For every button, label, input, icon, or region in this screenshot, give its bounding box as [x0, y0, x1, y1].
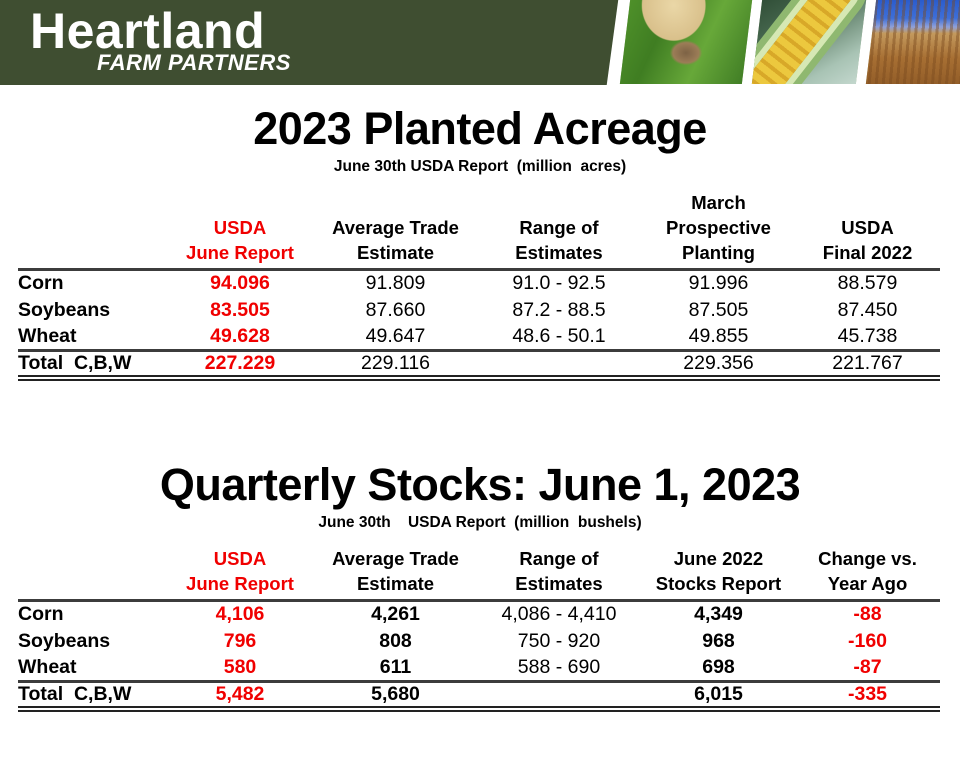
cell-range — [476, 350, 642, 381]
cell-usda-june: 49.628 — [165, 323, 315, 352]
table-row-soybeans: Soybeans 796 808 750 - 920 968 -160 — [18, 628, 940, 655]
col-header-march-prospective: March Prospective Planting — [642, 190, 795, 271]
acreage-section: 2023 Planted Acreage June 30th USDA Repo… — [0, 102, 960, 381]
blank-header — [18, 546, 165, 602]
table-row-corn: Corn 94.096 91.809 91.0 - 92.5 91.996 88… — [18, 270, 940, 297]
row-label: Total C,B,W — [18, 350, 165, 381]
cell-usda-june: 580 — [165, 654, 315, 683]
row-label: Wheat — [18, 323, 165, 352]
cell-avg-trade: 87.660 — [365, 298, 426, 321]
cell-june2022-stocks: 698 — [642, 654, 795, 683]
row-label: Corn — [18, 272, 64, 295]
cell-range: 87.2 - 88.5 — [512, 298, 606, 321]
acreage-table: USDA June Report Average Trade Estimate Ra… — [18, 190, 940, 381]
col-header-june2022-stocks: June 2022 Stocks Report — [642, 546, 795, 602]
cell-range: 4,086 - 4,410 — [501, 603, 617, 626]
soybean-field-photo — [865, 0, 960, 84]
col-header-avg-trade: Average Trade Estimate — [315, 546, 476, 602]
row-label: Soybeans — [18, 629, 111, 652]
cell-avg-trade: 808 — [379, 629, 412, 652]
acreage-header-row: USDA June Report Average Trade Estimate Ra… — [18, 190, 940, 271]
col-header-range: Range of Estimates — [476, 546, 642, 602]
stocks-header-row: USDA June Report Average Trade Estimate Ra… — [18, 546, 940, 602]
row-label: Wheat — [18, 654, 165, 683]
cell-usda-june: 83.505 — [210, 298, 270, 321]
cell-usda-final: 221.767 — [795, 350, 940, 381]
cell-june2022-stocks: 6,015 — [642, 681, 795, 712]
col-header-usda-june: USDA June Report — [165, 546, 315, 602]
acreage-title: 2023 Planted Acreage — [253, 103, 707, 154]
header-bar: Heartland FARM PARTNERS — [0, 0, 960, 86]
brand-banner: Heartland FARM PARTNERS — [0, 0, 619, 85]
cell-usda-final: 87.450 — [837, 298, 898, 321]
cell-avg-trade: 4,261 — [371, 603, 420, 626]
cell-usda-june: 94.096 — [210, 272, 270, 295]
col-header-avg-trade: Average Trade Estimate — [315, 190, 476, 271]
table-row-total: Total C,B,W 227.229 229.116 229.356 221.… — [18, 350, 940, 381]
acreage-subtitle: June 30th USDA Report (million acres) — [333, 158, 627, 175]
stocks-title: Quarterly Stocks: June 1, 2023 — [159, 459, 801, 510]
cell-avg-trade: 91.809 — [365, 272, 426, 295]
cell-range — [476, 681, 642, 712]
corn-photo-art — [751, 0, 867, 84]
cell-avg-trade: 5,680 — [315, 681, 476, 712]
table-row-wheat: Wheat 580 611 588 - 690 698 -87 — [18, 654, 940, 683]
stocks-subtitle: June 30th USDA Report (million bushels) — [318, 514, 642, 531]
cell-usda-final: 45.738 — [795, 323, 940, 352]
cell-usda-june: 227.229 — [165, 350, 315, 381]
cell-range: 588 - 690 — [476, 654, 642, 683]
cell-change-vs-year-ago: -87 — [795, 654, 940, 683]
blank-header — [18, 190, 165, 271]
col-header-usda-june: USDA June Report — [165, 190, 315, 271]
col-header-change-vs-year-ago: Change vs. Year Ago — [795, 546, 940, 602]
cow-photo-art — [619, 0, 753, 84]
cell-march-prospective: 229.356 — [642, 350, 795, 381]
cell-march-prospective: 87.505 — [688, 298, 749, 321]
cell-range: 91.0 - 92.5 — [512, 272, 606, 295]
table-row-soybeans: Soybeans 83.505 87.660 87.2 - 88.5 87.50… — [18, 297, 940, 324]
col-header-range: Range of Estimates — [476, 190, 642, 271]
cell-june2022-stocks: 968 — [702, 629, 735, 652]
cow-grazing-photo — [619, 0, 753, 84]
stocks-table: USDA June Report Average Trade Estimate Ra… — [18, 546, 940, 712]
col-header-usda-final: USDA Final 2022 — [795, 190, 940, 271]
table-row-corn: Corn 4,106 4,261 4,086 - 4,410 4,349 -88 — [18, 601, 940, 628]
cell-range: 48.6 - 50.1 — [476, 323, 642, 352]
cell-usda-june: 4,106 — [215, 603, 265, 626]
logo-farm-partners: FARM PARTNERS — [97, 50, 291, 75]
corn-cob-photo — [751, 0, 867, 84]
cell-march-prospective: 49.855 — [642, 323, 795, 352]
cell-change-vs-year-ago: -160 — [847, 629, 888, 652]
cell-avg-trade: 611 — [315, 654, 476, 683]
logo-heartland: Heartland — [30, 3, 266, 59]
cell-march-prospective: 91.996 — [688, 272, 749, 295]
soybean-photo-art — [865, 0, 960, 84]
cell-change-vs-year-ago: -88 — [853, 603, 882, 626]
cell-avg-trade: 229.116 — [315, 350, 476, 381]
cell-usda-june: 5,482 — [165, 681, 315, 712]
stocks-section: Quarterly Stocks: June 1, 2023 June 30th… — [0, 458, 960, 712]
row-label: Total C,B,W — [18, 681, 165, 712]
table-row-total: Total C,B,W 5,482 5,680 6,015 -335 — [18, 681, 940, 712]
cell-avg-trade: 49.647 — [315, 323, 476, 352]
cell-change-vs-year-ago: -335 — [795, 681, 940, 712]
cell-range: 750 - 920 — [517, 629, 601, 652]
row-label: Soybeans — [18, 298, 111, 321]
row-label: Corn — [18, 603, 64, 626]
cell-june2022-stocks: 4,349 — [694, 603, 743, 626]
cell-usda-june: 796 — [223, 629, 257, 652]
cell-usda-final: 88.579 — [837, 272, 898, 295]
table-row-wheat: Wheat 49.628 49.647 48.6 - 50.1 49.855 4… — [18, 323, 940, 352]
corn-cob-shape — [751, 0, 861, 84]
